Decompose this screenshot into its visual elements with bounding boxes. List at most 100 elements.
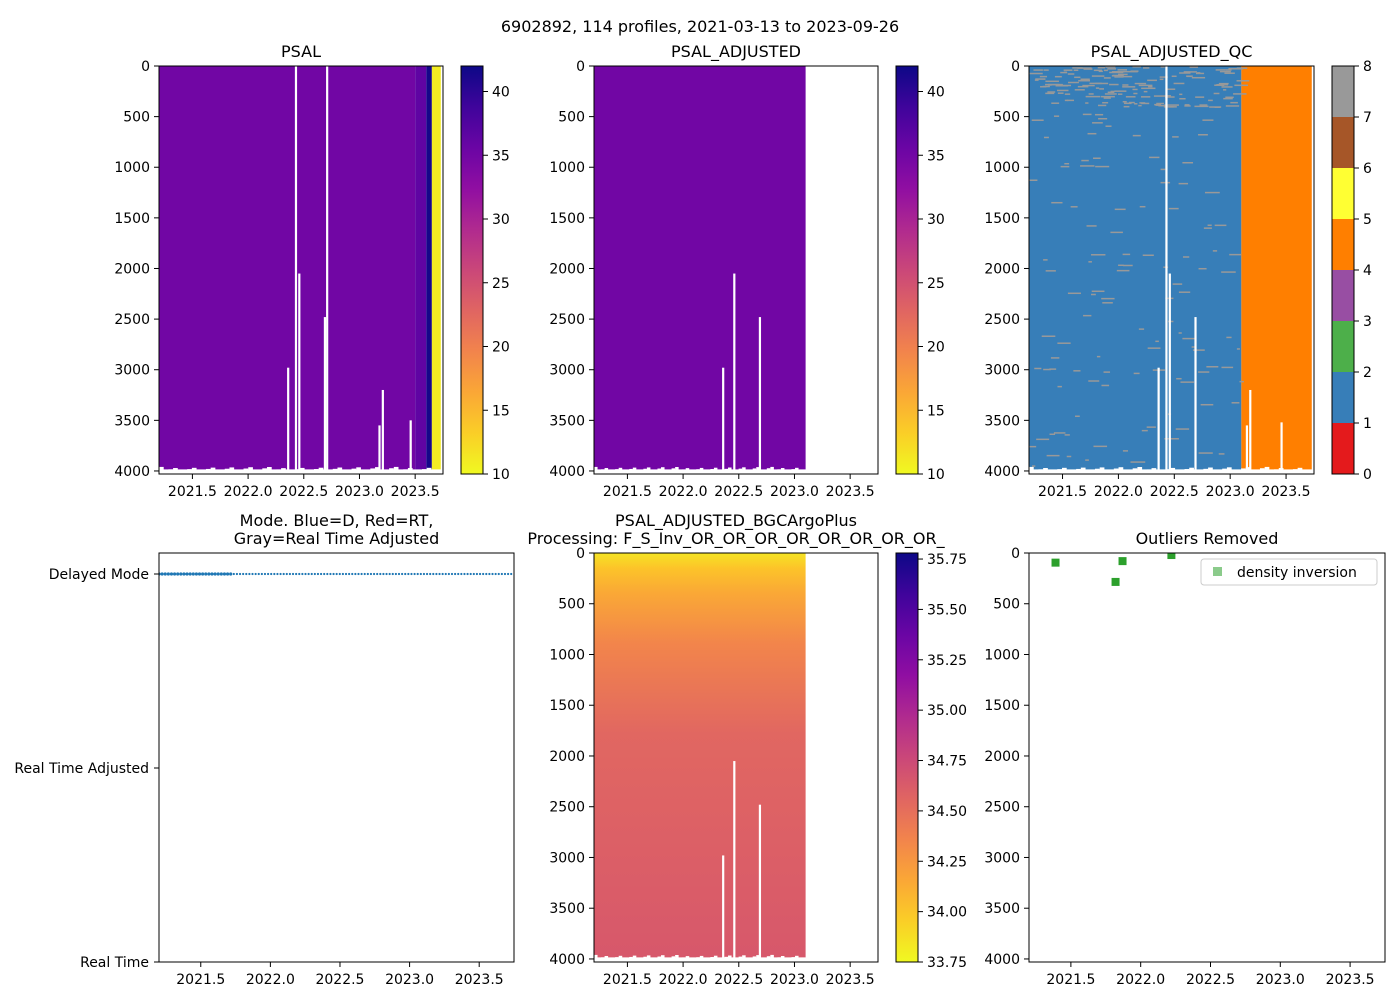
qc-flag-speckle xyxy=(1164,438,1179,440)
colorbar-tick-label: 7 xyxy=(1363,110,1372,126)
y-tick-label: 4000 xyxy=(549,464,585,480)
colorbar-tick-label: 8 xyxy=(1363,59,1372,75)
mode-point xyxy=(301,572,304,576)
x-tick-label: 2023.0 xyxy=(385,972,434,988)
qc-flag-speckle xyxy=(1118,73,1128,76)
y-tick-label: 3000 xyxy=(114,363,150,379)
mode-point xyxy=(341,572,345,576)
qc-flag-speckle xyxy=(1088,261,1092,263)
axes-frame xyxy=(1028,65,1315,475)
qc-flag-speckle xyxy=(1213,92,1220,95)
mode-point xyxy=(416,572,419,576)
qc-flag-speckle xyxy=(1216,83,1229,86)
y-tick-label: 1000 xyxy=(984,647,1020,663)
qc-flag-speckle xyxy=(1070,206,1078,208)
mode-point xyxy=(354,572,357,576)
colorbar-tick-label: 35.50 xyxy=(927,602,967,618)
qc-flag-speckle xyxy=(1168,106,1174,108)
qc-flag-speckle xyxy=(1095,82,1109,85)
colorbar: 0 1 2 3 4 5 6 7 8 xyxy=(1331,59,1372,483)
qc-flag-speckle xyxy=(1215,69,1226,71)
qc-flag-speckle xyxy=(1049,433,1056,436)
qc-flag-speckle xyxy=(1179,93,1183,96)
qc-flag-speckle xyxy=(1160,181,1171,184)
y-tick-label: 500 xyxy=(558,597,585,613)
qc-flag-speckle xyxy=(1091,254,1106,256)
qc-flag-speckle xyxy=(1221,366,1234,369)
qc-flag-speckle xyxy=(1141,429,1148,432)
qc-flag-speckle xyxy=(1176,377,1182,380)
qc-flag-speckle xyxy=(1171,75,1177,78)
x-tick-label: 2023.5 xyxy=(455,972,504,988)
x-tick-label: 2023.0 xyxy=(1256,972,1305,988)
missing-profile-gap xyxy=(1168,273,1171,474)
mode-point xyxy=(376,572,379,576)
mode-point xyxy=(279,572,282,576)
qc-flag-speckle xyxy=(1198,452,1213,454)
qc-flag-speckle xyxy=(1142,67,1150,69)
y-tick-label: 1000 xyxy=(114,160,150,176)
qc-flag-speckle xyxy=(1057,89,1069,92)
qc-flag-speckle xyxy=(1139,205,1146,208)
qc-flag-speckle xyxy=(1035,78,1046,80)
qc-flag-speckle xyxy=(1057,92,1064,94)
mode-point xyxy=(313,572,316,576)
mode-point xyxy=(404,572,407,576)
qc-flag-speckle xyxy=(1093,445,1108,448)
qc-flag-speckle xyxy=(1130,70,1139,72)
x-tick-label: 2023.0 xyxy=(1206,484,1255,500)
qc-flag-speckle xyxy=(1191,76,1206,79)
qc-flag-speckle xyxy=(1032,465,1036,467)
qc-flag-speckle xyxy=(1029,72,1043,75)
colorbar-tick-label: 34.75 xyxy=(927,754,967,770)
qc-flag-speckle xyxy=(1088,380,1100,382)
qc-flag-speckle xyxy=(1168,207,1179,210)
qc-flag-speckle xyxy=(1198,267,1207,270)
mode-point xyxy=(222,572,227,576)
mode-point xyxy=(179,572,183,576)
qc-flag-speckle xyxy=(1156,102,1164,105)
mode-point xyxy=(441,572,444,576)
y-tick-label: Real Time xyxy=(80,955,149,971)
colorbar-gradient xyxy=(461,66,483,474)
mode-point xyxy=(182,572,186,576)
mode-point xyxy=(197,572,202,576)
mode-point xyxy=(366,572,369,576)
qc-flag-speckle xyxy=(1178,332,1182,334)
qc-flag-speckle xyxy=(1147,347,1161,349)
y-tick-label: 2000 xyxy=(984,749,1020,765)
qc-flag-speckle xyxy=(1200,403,1214,406)
mode-point xyxy=(369,572,373,576)
y-tick-label: 2000 xyxy=(549,261,585,277)
qc-flag-speckle xyxy=(1226,336,1232,339)
mode-point xyxy=(310,572,313,576)
missing-profile-gap xyxy=(378,425,381,474)
outlier-point xyxy=(1051,558,1060,567)
mode-point xyxy=(276,572,279,576)
colorbar-tick-label: 15 xyxy=(927,403,945,419)
qc-flag-speckle xyxy=(1206,366,1219,368)
qc-flag-speckle xyxy=(1134,103,1138,105)
qc-flag-speckle xyxy=(1042,85,1050,88)
mode-point xyxy=(363,572,366,576)
qc-flag-speckle xyxy=(1110,90,1115,93)
qc-flag-speckle xyxy=(1236,67,1248,69)
x-tick-label: 2022.0 xyxy=(659,972,708,988)
qc-flag-speckle xyxy=(1114,76,1124,78)
qc-flag-speckle xyxy=(1173,82,1185,85)
mode-point xyxy=(282,572,285,576)
qc-flag-speckle xyxy=(1123,105,1130,108)
qc-flag-speckle xyxy=(1203,227,1212,229)
qc-flag-speckle xyxy=(1068,81,1079,84)
mode-point xyxy=(166,572,170,576)
qc-flag-speckle xyxy=(1096,355,1101,358)
x-tick-label: 2022.5 xyxy=(714,972,763,988)
qc-flag-speckle xyxy=(1050,357,1060,359)
mode-point xyxy=(216,572,220,576)
qc-flag-speckle xyxy=(1046,454,1060,457)
y-tick-label: 0 xyxy=(141,59,150,75)
qc-flag-speckle xyxy=(1223,97,1233,100)
qc-flag-speckle xyxy=(1051,201,1063,204)
qc-flag-speckle xyxy=(1066,99,1075,102)
missing-profile-gap xyxy=(722,855,725,962)
